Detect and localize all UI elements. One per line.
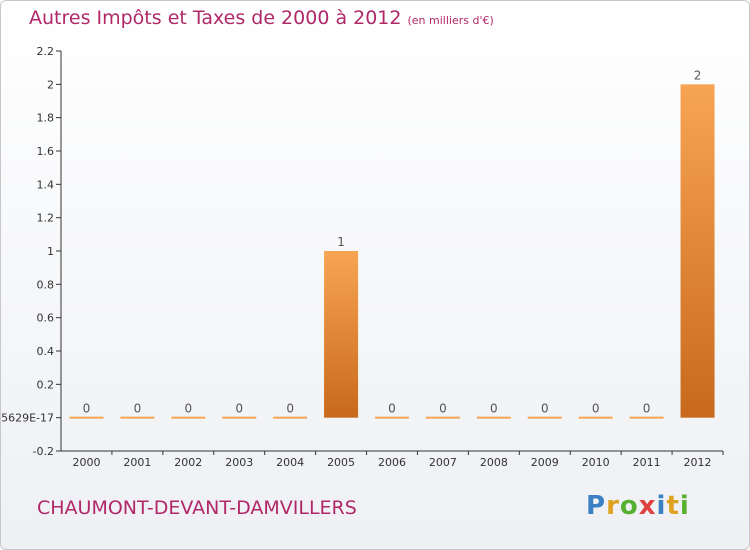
bar xyxy=(222,416,257,419)
y-tick-label: 1.4 xyxy=(37,178,55,191)
logo-letter: P xyxy=(586,491,607,521)
y-tick-label: 1.2 xyxy=(37,212,55,225)
bar xyxy=(425,416,460,419)
logo-letter: i xyxy=(679,491,690,521)
x-tick-label: 2007 xyxy=(429,456,457,469)
x-tick-label: 2002 xyxy=(174,456,202,469)
data-label: 0 xyxy=(490,402,498,416)
y-tick-label: 1 xyxy=(47,245,54,258)
chart-unit: (en milliers d'€) xyxy=(407,14,494,27)
data-label: 0 xyxy=(541,402,549,416)
x-tick-label: 2000 xyxy=(72,456,100,469)
logo-letter: x xyxy=(638,491,657,521)
data-label: 0 xyxy=(83,402,91,416)
x-tick-label: 2012 xyxy=(684,456,712,469)
y-tick-label: -0.2 xyxy=(33,445,54,458)
y-tick-label: 1.8 xyxy=(37,112,55,125)
bar xyxy=(324,251,359,418)
bar xyxy=(69,416,104,419)
y-tick-label: 1.6 xyxy=(37,145,55,158)
y-tick-label: 0.6 xyxy=(37,312,55,325)
logo-letter: r xyxy=(606,491,620,521)
x-tick-label: 2004 xyxy=(276,456,304,469)
x-tick-label: 2006 xyxy=(378,456,406,469)
bar xyxy=(629,416,664,419)
data-label: 0 xyxy=(286,402,294,416)
bar xyxy=(680,84,715,418)
x-tick-label: 2001 xyxy=(123,456,151,469)
bar xyxy=(476,416,511,419)
data-label: 0 xyxy=(184,402,192,416)
x-tick-label: 2003 xyxy=(225,456,253,469)
logo-letter: o xyxy=(619,491,639,521)
data-label: 0 xyxy=(439,402,447,416)
data-label: 2 xyxy=(694,68,702,82)
data-label: 0 xyxy=(592,402,600,416)
x-tick-label: 2011 xyxy=(633,456,661,469)
y-tick-label: 0.2 xyxy=(37,378,55,391)
y-tick-label: 0.8 xyxy=(37,278,55,291)
bar xyxy=(578,416,613,419)
bar xyxy=(527,416,562,419)
chart-title-text: Autres Impôts et Taxes de 2000 à 2012 xyxy=(29,7,402,29)
logo-letter: i xyxy=(656,491,667,521)
x-tick-label: 2008 xyxy=(480,456,508,469)
data-label: 0 xyxy=(388,402,396,416)
x-tick-label: 2005 xyxy=(327,456,355,469)
commune-name: CHAUMONT-DEVANT-DAMVILLERS xyxy=(37,497,357,519)
data-label: 0 xyxy=(134,402,142,416)
data-label: 1 xyxy=(337,235,345,249)
bar xyxy=(375,416,409,419)
y-tick-label: 0.4 xyxy=(37,345,55,358)
chart-title: Autres Impôts et Taxes de 2000 à 2012 (en… xyxy=(29,7,494,29)
data-label: 0 xyxy=(235,402,243,416)
x-tick-label: 2009 xyxy=(531,456,559,469)
bar xyxy=(171,416,206,419)
y-tick-label: -1.5629E-17 xyxy=(1,412,54,425)
proxiti-logo: Proxiti xyxy=(586,491,690,521)
logo-letter: t xyxy=(666,491,680,521)
bar xyxy=(273,416,308,419)
y-tick-label: 2.2 xyxy=(37,45,55,58)
data-label: 0 xyxy=(643,402,651,416)
x-tick-label: 2010 xyxy=(582,456,610,469)
y-tick-label: 2 xyxy=(47,78,54,91)
bar xyxy=(120,416,155,419)
